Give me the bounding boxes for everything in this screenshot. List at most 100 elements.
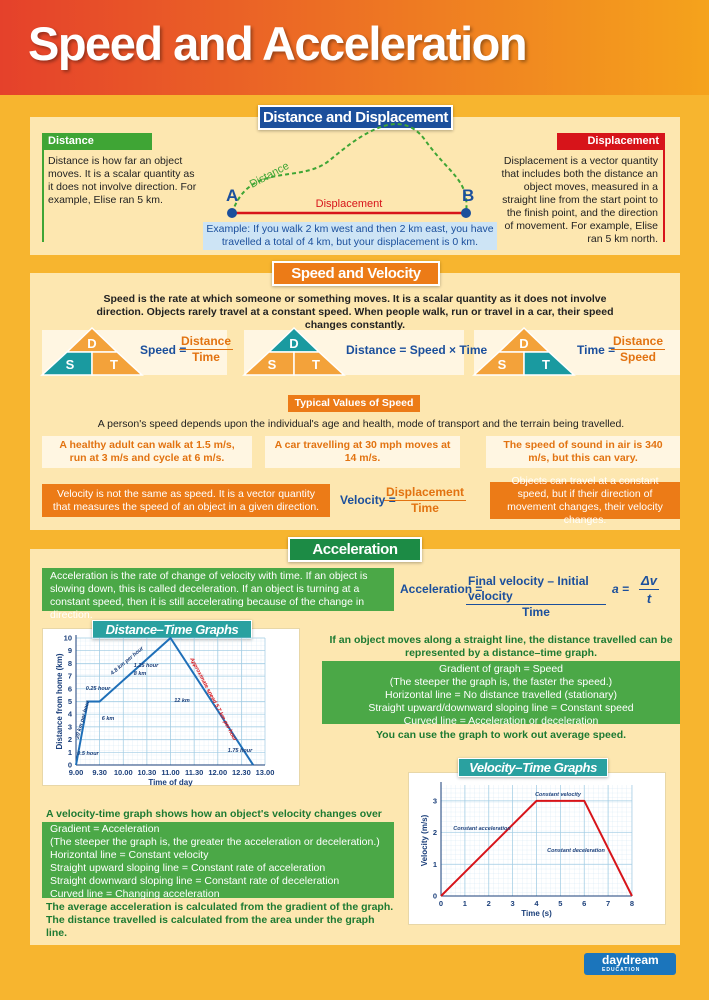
y-tick-label: 6 <box>68 684 72 693</box>
note-line: Horizontal line = No distance travelled … <box>385 689 617 701</box>
annotation: Constant acceleration <box>453 826 511 832</box>
definition: Acceleration is the rate of change of ve… <box>42 568 394 621</box>
fraction: Distance Speed <box>610 334 666 365</box>
triangle-letter: D <box>519 336 528 351</box>
triangle-part <box>523 351 576 376</box>
note-line: Straight upward/downward sloping line = … <box>368 702 634 714</box>
subheading: Typical Values of Speed <box>288 395 420 412</box>
x-tick-label: 0 <box>439 899 443 908</box>
paragraph: Speed is the rate at which someone or so… <box>96 293 614 331</box>
y-tick-label: 5 <box>68 697 72 706</box>
x-tick-label: 8 <box>630 899 634 908</box>
formula-lhs: Acceleration = <box>400 582 483 596</box>
x-tick-label: 3 <box>511 899 515 908</box>
graph-title: Distance–Time Graphs <box>92 620 252 639</box>
formula-lhs: a = <box>612 582 630 596</box>
note-line: (The steeper the graph is, the greater t… <box>50 836 380 848</box>
example-box: A healthy adult can walk at 1.5 m/s, run… <box>42 436 252 468</box>
notes: Gradient of graph = Speed (The steeper th… <box>322 661 680 727</box>
y-tick-label: 7 <box>68 672 72 681</box>
section-heading: Distance and Displacement <box>258 105 453 130</box>
point <box>227 208 237 218</box>
triangle-letter: T <box>542 357 550 372</box>
logo-text: daydream <box>602 953 659 967</box>
x-axis-label: Time (s) <box>521 909 552 918</box>
notes: Gradient = Acceleration (The steeper the … <box>42 822 394 900</box>
annotation: 1.25 hour <box>134 663 159 669</box>
graph-title: Velocity–Time Graphs <box>458 758 608 777</box>
x-tick-label: 10.30 <box>137 768 156 777</box>
note-line: Straight downward sloping line = Constan… <box>50 875 340 887</box>
x-tick-label: 10.00 <box>114 768 133 777</box>
y-tick-label: 10 <box>64 634 72 643</box>
paragraph: The average acceleration is calculated f… <box>46 901 394 939</box>
triangle-part <box>293 351 346 376</box>
formula-lhs: Time = <box>577 343 616 357</box>
velocity-box: Velocity is not the same as speed. It is… <box>42 484 330 517</box>
x-tick-label: 13.00 <box>256 768 275 777</box>
y-tick-label: 2 <box>433 828 437 837</box>
x-axis-label: Time of day <box>148 778 193 787</box>
note-line: Curved line = Changing acceleration <box>50 888 220 900</box>
x-tick-label: 9.30 <box>92 768 107 777</box>
annotation: Constant deceleration <box>547 848 605 854</box>
tab: Distance <box>42 133 152 150</box>
y-tick-label: 9 <box>68 646 72 655</box>
x-tick-label: 9.00 <box>69 768 84 777</box>
tab-rule <box>663 150 665 242</box>
formula: Distance = Speed × Time <box>346 343 488 357</box>
x-tick-label: 12.30 <box>232 768 251 777</box>
annotation: 0.25 hour <box>86 686 111 692</box>
x-tick-label: 2 <box>487 899 491 908</box>
point-label: A <box>226 186 238 205</box>
x-tick-label: 12.00 <box>208 768 227 777</box>
y-tick-label: 2 <box>68 735 72 744</box>
y-tick-label: 0 <box>433 892 437 901</box>
section-heading: Acceleration <box>288 537 422 562</box>
paragraph: If an object moves along a straight line… <box>329 634 673 659</box>
fraction: Δv t <box>636 572 662 607</box>
annotation: 8 km <box>134 671 147 677</box>
note-line: Straight upward sloping line = Constant … <box>50 862 326 874</box>
y-axis-label: Distance from home (km) <box>55 653 64 749</box>
y-tick-label: 4 <box>68 710 73 719</box>
line-label: Displacement <box>316 198 383 210</box>
formula-lhs: Velocity = <box>340 493 396 507</box>
logo: daydream EDUCATION <box>584 953 676 975</box>
header-band <box>0 0 709 95</box>
tab-rule <box>42 150 44 242</box>
y-tick-label: 3 <box>433 796 437 805</box>
note-line: (The steeper the graph is, the faster th… <box>389 676 613 688</box>
distance-path <box>231 123 468 214</box>
example: Example: If you walk 2 km west and then … <box>203 222 497 250</box>
paragraph: Distance is how far an object moves. It … <box>48 155 197 206</box>
x-tick-label: 11.00 <box>161 768 179 777</box>
x-tick-label: 7 <box>606 899 610 908</box>
y-tick-label: 1 <box>433 860 437 869</box>
point-label: B <box>462 186 474 205</box>
title: Speed and Acceleration <box>28 17 528 70</box>
numerator: Distance <box>178 334 234 350</box>
paragraph: Displacement is a vector quantity that i… <box>501 155 658 245</box>
triangle-letter: S <box>498 357 507 372</box>
denominator: t <box>646 591 652 606</box>
denominator: Time <box>411 501 439 515</box>
numerator: Final velocity – Initial velocity <box>466 574 606 605</box>
fraction: Final velocity – Initial velocity Time <box>466 574 606 620</box>
triangle-letter: T <box>312 357 320 372</box>
annotation: 6 km <box>102 716 115 722</box>
denominator: Time <box>522 605 550 619</box>
section-heading: Speed and Velocity <box>272 261 440 286</box>
formula-lhs: Speed = <box>140 343 187 357</box>
tab: Displacement <box>557 133 665 150</box>
point <box>461 208 471 218</box>
fraction: Distance Time <box>178 334 234 365</box>
triangle-letter: S <box>66 357 75 372</box>
triangle-letter: D <box>289 336 298 351</box>
y-axis-label: Velocity (m/s) <box>420 814 429 866</box>
velocity-box: Objects can travel at a constant speed, … <box>490 475 680 526</box>
x-tick-label: 5 <box>558 899 562 908</box>
note-line: Curved line = Acceleration or decelerati… <box>403 715 599 727</box>
